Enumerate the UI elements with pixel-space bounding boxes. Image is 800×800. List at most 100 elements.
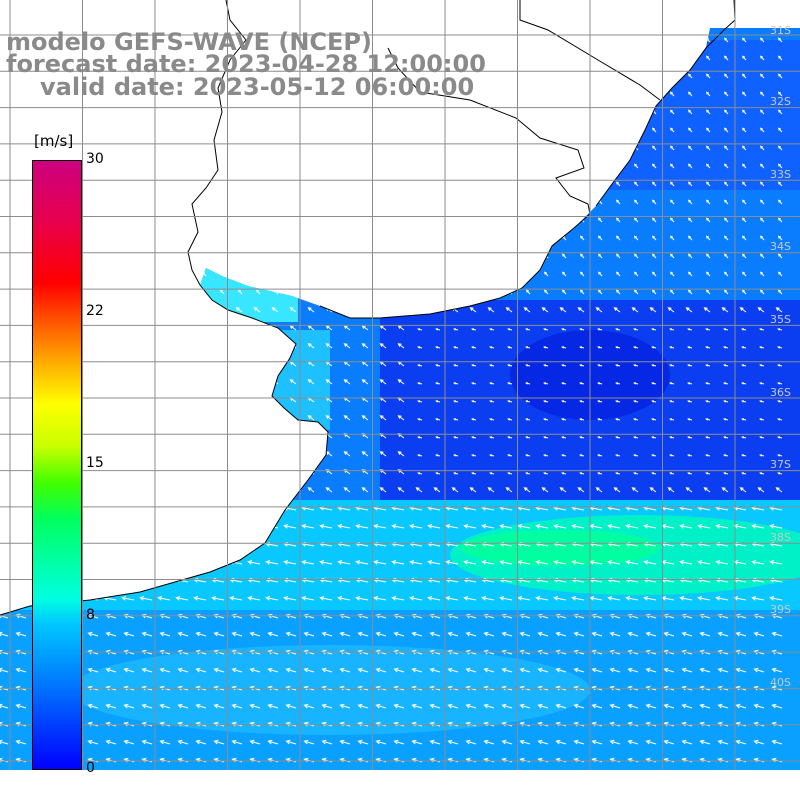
wind-arrow [111, 199, 117, 205]
wind-arrow [303, 667, 315, 673]
wind-arrow [247, 560, 261, 565]
wind-arrow [199, 451, 207, 457]
wind-arrow [123, 739, 135, 745]
wind-arrow [255, 145, 261, 151]
wind-arrow [93, 199, 99, 205]
wind-arrow [111, 145, 117, 151]
wind-arrow [123, 631, 135, 637]
wind-arrow [87, 703, 99, 709]
wind-arrow [271, 343, 279, 349]
wind-arrow [615, 472, 621, 475]
wind-arrow [519, 667, 531, 673]
wind-arrow [525, 472, 531, 475]
wind-arrow [723, 436, 729, 439]
wind-arrow [741, 454, 747, 457]
wind-arrow [517, 524, 531, 529]
wind-arrow [91, 415, 99, 421]
lat-label-39s: 39S [770, 603, 791, 616]
wind-arrow [453, 436, 459, 439]
wind-arrow [537, 703, 549, 709]
wind-arrow [75, 145, 81, 151]
lat-label-31s: 31S [770, 24, 791, 37]
wind-arrow [235, 487, 243, 493]
wind-arrow [127, 361, 135, 367]
wind-arrow [741, 109, 747, 115]
wind-arrow [219, 289, 225, 295]
wind-arrow [319, 524, 333, 529]
wind-arrow [157, 596, 171, 601]
wind-arrow [145, 487, 153, 493]
wind-arrow [177, 631, 189, 637]
wind-arrow [501, 739, 513, 745]
wind-arrow [129, 199, 135, 205]
wind-arrow [759, 346, 765, 349]
wind-arrow [577, 487, 585, 493]
wind-arrow [291, 181, 297, 187]
wind-arrow [75, 127, 81, 133]
wind-arrow [199, 415, 207, 421]
wind-arrow [237, 199, 243, 205]
wind-arrow [507, 472, 513, 475]
wind-arrow [777, 163, 783, 169]
wind-arrow [93, 145, 99, 151]
wind-arrow [609, 631, 621, 637]
wind-arrow [21, 163, 27, 169]
wind-arrow [759, 472, 765, 475]
wind-arrow [121, 524, 135, 529]
wind-arrow [3, 145, 9, 151]
wind-arrow [219, 235, 225, 241]
wind-arrow [507, 55, 513, 61]
wind-arrow [597, 436, 603, 439]
wind-arrow [57, 109, 63, 115]
wind-arrow [579, 289, 585, 295]
wind-arrow [615, 163, 621, 169]
wind-arrow [231, 667, 243, 673]
wind-arrow [393, 739, 405, 745]
wind-arrow [417, 472, 423, 475]
wind-arrow [111, 181, 117, 187]
wind-arrow [453, 145, 459, 151]
wind-arrow [201, 163, 207, 169]
wind-arrow [303, 703, 315, 709]
wind-arrow [417, 235, 423, 241]
wind-arrow [705, 163, 711, 169]
wind-arrow [163, 325, 171, 331]
wind-arrow [687, 346, 693, 349]
wind-arrow [399, 289, 405, 295]
wind-arrow [613, 487, 621, 493]
wind-arrow [111, 127, 117, 133]
wind-arrow [705, 271, 711, 277]
wind-arrow [525, 364, 531, 367]
wind-arrow [777, 73, 783, 79]
wind-arrow [159, 703, 171, 709]
wind-arrow [319, 560, 333, 565]
wind-arrow [615, 289, 621, 295]
wind-arrow [705, 199, 711, 205]
wind-arrow [777, 253, 783, 259]
wind-arrow [507, 145, 513, 151]
wind-arrow [651, 199, 657, 205]
wind-arrow [285, 667, 297, 673]
wind-arrow [435, 289, 441, 295]
wind-arrow [561, 364, 567, 367]
wind-arrow [273, 253, 279, 259]
wind-arrow [465, 667, 477, 673]
wind-arrow [399, 163, 405, 169]
wind-arrow [235, 379, 243, 385]
wind-arrow [147, 217, 153, 223]
wind-arrow [561, 73, 567, 79]
wind-arrow [759, 436, 765, 439]
lat-lon-grid [0, 0, 800, 770]
wind-arrow [0, 703, 9, 709]
wind-arrow [145, 307, 153, 313]
wind-arrow [669, 145, 675, 151]
wind-arrow [759, 364, 765, 367]
wind-arrow [291, 109, 297, 115]
wind-arrow [201, 217, 207, 223]
wind-arrow [705, 91, 711, 97]
wind-arrow [415, 307, 423, 313]
wind-arrow [703, 487, 711, 493]
wind-arrow [481, 560, 495, 565]
wind-arrow [255, 127, 261, 133]
wind-arrow [687, 91, 693, 97]
